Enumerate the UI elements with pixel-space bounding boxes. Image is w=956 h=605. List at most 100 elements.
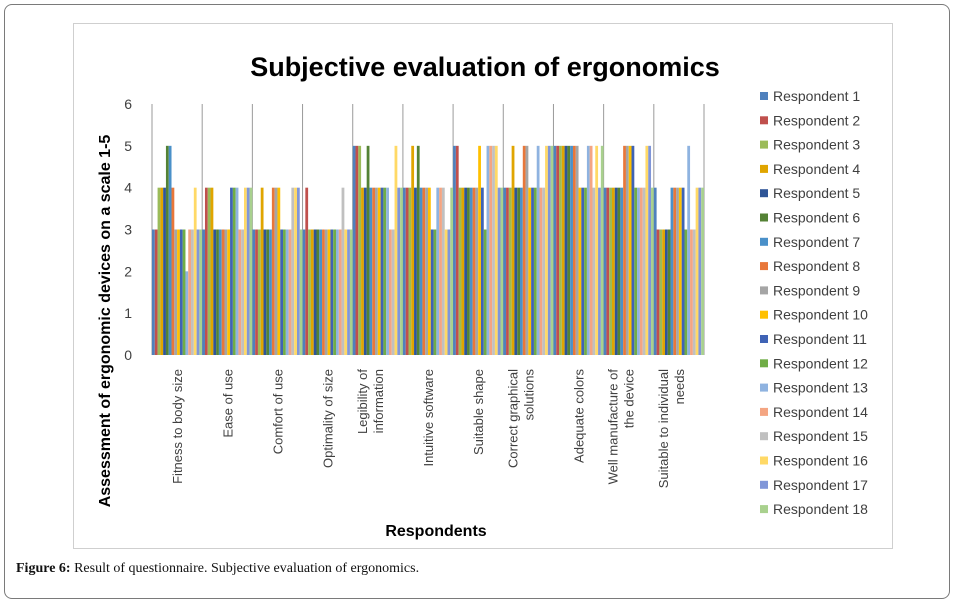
legend-label: Respondent 15 <box>773 428 868 444</box>
category-label-line: Suitable shape <box>471 369 486 455</box>
bar <box>338 229 342 355</box>
legend-swatch <box>760 407 768 416</box>
bar <box>241 229 244 355</box>
bar <box>408 187 412 355</box>
bar <box>380 187 384 355</box>
bar <box>174 229 178 355</box>
bar <box>274 187 278 355</box>
category-label: Adequate colors <box>572 369 587 463</box>
y-axis-ticks: 0 1 2 3 4 5 6 <box>124 96 132 363</box>
bar <box>522 145 526 355</box>
bar <box>154 229 158 355</box>
legend-swatch <box>760 286 768 295</box>
bar <box>224 229 228 355</box>
bar <box>461 187 465 355</box>
bar <box>425 187 428 355</box>
bar <box>333 229 336 355</box>
bar <box>388 229 392 355</box>
y-tick-label: 6 <box>124 96 132 112</box>
bar <box>489 145 493 355</box>
bar <box>257 229 261 355</box>
bar <box>402 187 406 355</box>
bar <box>428 187 431 355</box>
bar <box>681 187 685 355</box>
bar <box>163 187 166 355</box>
bar <box>642 187 646 355</box>
legend-swatch <box>760 262 768 271</box>
bar <box>556 145 560 355</box>
bar <box>165 145 169 355</box>
legend-swatch <box>760 140 768 149</box>
bar <box>391 229 395 355</box>
bar <box>400 187 403 355</box>
bar <box>606 187 610 355</box>
bar <box>645 145 649 355</box>
figure-frame: Subjective evaluation of ergonomics Asse… <box>4 4 950 599</box>
legend-swatch <box>760 456 768 465</box>
bar <box>695 187 699 355</box>
legend-label: Respondent 14 <box>773 404 868 420</box>
bar <box>230 187 233 355</box>
bar <box>405 187 409 355</box>
legend: Respondent 1 Respondent 2 Respondent 3 Resp… <box>760 88 868 517</box>
category-label-line: Correct graphical <box>505 369 520 468</box>
bar <box>494 145 498 355</box>
bar <box>584 187 587 355</box>
bar <box>260 187 264 355</box>
bar <box>698 187 702 355</box>
bar <box>572 145 576 355</box>
bar <box>659 229 663 355</box>
bar <box>218 229 222 355</box>
bar <box>305 187 309 355</box>
bar <box>653 187 657 355</box>
legend-label: Respondent 7 <box>773 234 860 250</box>
legend-label: Respondent 12 <box>773 355 868 371</box>
legend-label: Respondent 4 <box>773 161 860 177</box>
bar <box>238 229 242 355</box>
bar <box>531 187 534 355</box>
bar <box>199 229 203 355</box>
bar <box>327 229 331 355</box>
category-label-line: solutions <box>521 369 536 421</box>
bar <box>347 229 350 355</box>
bar <box>575 145 579 355</box>
bar <box>455 145 459 355</box>
bar <box>564 145 568 355</box>
category-label: Optimality of size <box>321 369 336 468</box>
bar <box>508 187 512 355</box>
legend-label: Respondent 8 <box>773 258 860 274</box>
bar <box>344 229 348 355</box>
bar <box>444 229 448 355</box>
bar <box>358 145 362 355</box>
legend-swatch <box>760 432 768 441</box>
bar <box>227 229 231 355</box>
category-label: Suitable shape <box>471 369 486 455</box>
legend-swatch <box>760 335 768 343</box>
bar <box>670 187 674 355</box>
bar <box>210 187 214 355</box>
legend-swatch <box>760 480 768 489</box>
bar <box>232 187 236 355</box>
bar <box>536 145 540 355</box>
bar <box>185 271 189 355</box>
bar <box>152 229 155 355</box>
bar <box>634 187 638 355</box>
bar <box>363 187 367 355</box>
bar <box>648 145 652 355</box>
bar <box>372 187 376 355</box>
bar <box>520 187 523 355</box>
bar <box>609 187 612 355</box>
legend-swatch <box>760 92 768 100</box>
bar <box>193 187 197 355</box>
category-label: Comfort of use <box>270 369 285 454</box>
bar <box>598 187 601 355</box>
caption-label: Figure 6: <box>16 561 71 576</box>
bar <box>453 145 456 355</box>
bar <box>492 145 495 355</box>
category-label-line: the device <box>622 369 637 428</box>
legend-swatch <box>760 237 768 246</box>
bar <box>375 187 378 355</box>
y-tick-label: 4 <box>124 180 132 196</box>
bar <box>559 145 562 355</box>
bar <box>397 187 401 355</box>
